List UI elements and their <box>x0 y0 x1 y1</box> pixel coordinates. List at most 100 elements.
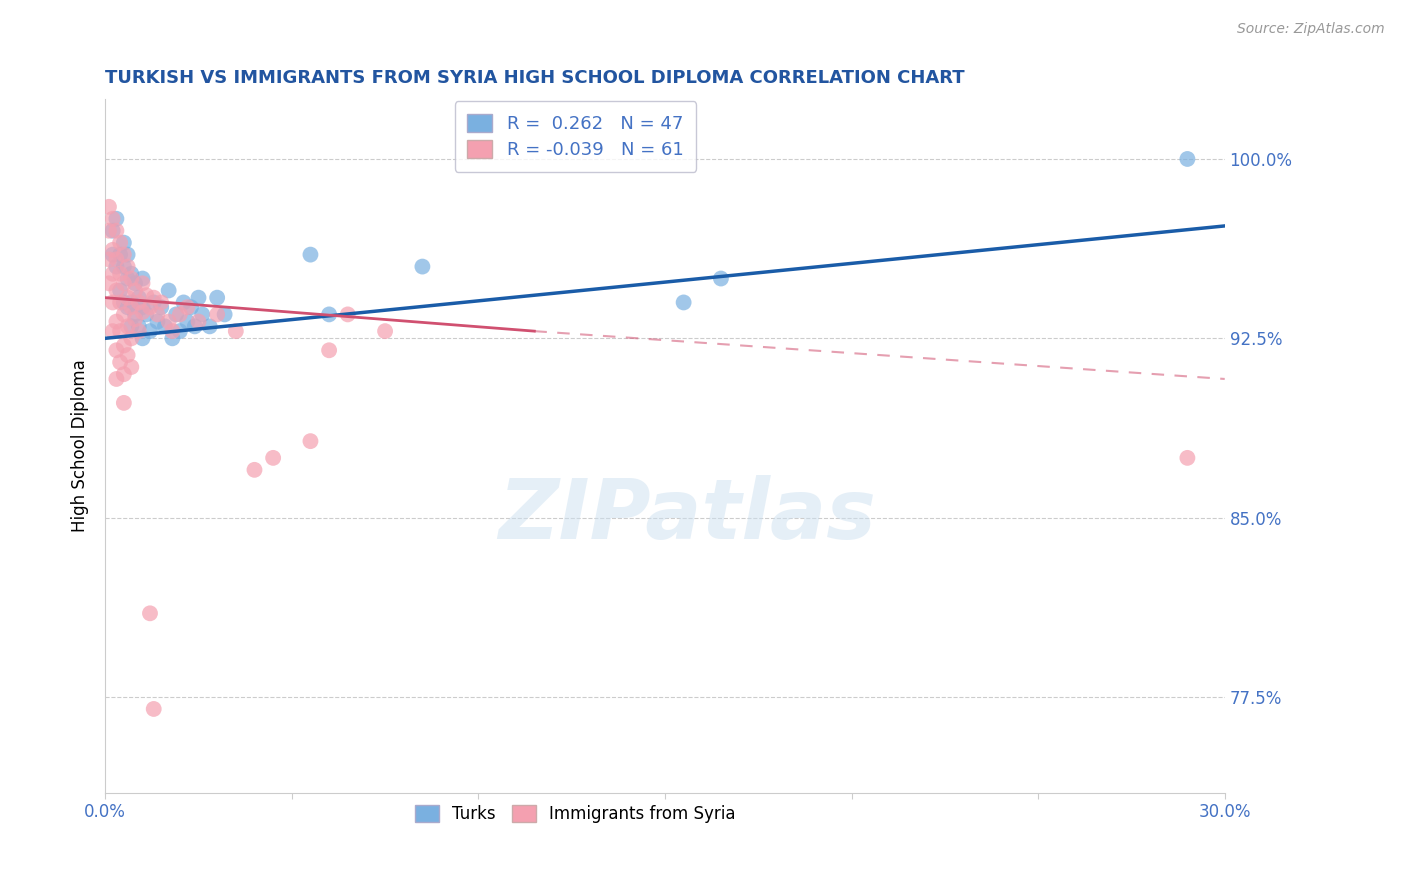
Point <box>108 235 131 250</box>
Point <box>131 271 153 285</box>
Point <box>131 331 153 345</box>
Point <box>117 271 139 285</box>
Point <box>101 324 124 338</box>
Point <box>97 200 120 214</box>
Point <box>128 324 150 338</box>
Point <box>120 331 142 345</box>
Point <box>117 348 139 362</box>
Point <box>124 312 146 326</box>
Point <box>105 372 128 386</box>
Point <box>142 295 165 310</box>
Point <box>191 307 214 321</box>
Point <box>128 319 150 334</box>
Point <box>105 224 128 238</box>
Point <box>710 271 733 285</box>
Point <box>112 247 135 261</box>
Point <box>108 295 131 310</box>
Text: ZIPatlas: ZIPatlas <box>498 475 876 556</box>
Point <box>97 277 120 291</box>
Point <box>139 300 162 314</box>
Point <box>411 260 433 274</box>
Point <box>105 211 128 226</box>
Point <box>108 355 131 369</box>
Point <box>112 235 135 250</box>
Point <box>112 295 135 310</box>
Point <box>135 307 157 321</box>
Point <box>180 300 202 314</box>
Point <box>117 319 139 334</box>
Point <box>150 295 173 310</box>
Point <box>169 307 191 321</box>
Point <box>124 277 146 291</box>
Point <box>157 315 180 329</box>
Y-axis label: High School Diploma: High School Diploma <box>72 359 89 533</box>
Point <box>112 307 135 321</box>
Point <box>108 324 131 338</box>
Point <box>318 343 340 358</box>
Point <box>169 324 191 338</box>
Point <box>120 295 142 310</box>
Point <box>120 271 142 285</box>
Point <box>112 396 135 410</box>
Point <box>124 284 146 298</box>
Point <box>112 277 135 291</box>
Point <box>120 359 142 374</box>
Point <box>672 295 695 310</box>
Point <box>299 247 322 261</box>
Point <box>112 367 135 381</box>
Legend: Turks, Immigrants from Syria: Turks, Immigrants from Syria <box>405 795 745 833</box>
Point <box>336 307 359 321</box>
Point <box>225 324 247 338</box>
Point <box>97 252 120 267</box>
Point <box>374 324 396 338</box>
Point <box>101 247 124 261</box>
Point <box>105 343 128 358</box>
Point <box>131 300 153 314</box>
Point <box>131 277 153 291</box>
Point <box>105 315 128 329</box>
Point <box>128 295 150 310</box>
Point <box>117 247 139 261</box>
Point <box>165 307 187 321</box>
Point <box>117 291 139 305</box>
Point <box>117 260 139 274</box>
Point <box>162 331 184 345</box>
Point <box>105 252 128 267</box>
Point <box>173 295 195 310</box>
Point <box>135 288 157 302</box>
Point <box>187 291 209 305</box>
Point <box>146 315 169 329</box>
Point <box>176 315 198 329</box>
Point <box>318 307 340 321</box>
Point <box>142 702 165 716</box>
Point <box>162 324 184 338</box>
Point <box>205 307 228 321</box>
Point <box>120 267 142 281</box>
Point <box>187 315 209 329</box>
Point <box>299 434 322 449</box>
Point <box>101 211 124 226</box>
Point <box>184 319 207 334</box>
Point <box>139 324 162 338</box>
Point <box>1177 450 1199 465</box>
Point <box>105 260 128 274</box>
Point <box>214 307 236 321</box>
Point <box>150 300 173 314</box>
Point <box>108 267 131 281</box>
Point <box>262 450 284 465</box>
Point <box>198 319 221 334</box>
Text: TURKISH VS IMMIGRANTS FROM SYRIA HIGH SCHOOL DIPLOMA CORRELATION CHART: TURKISH VS IMMIGRANTS FROM SYRIA HIGH SC… <box>105 69 965 87</box>
Point <box>101 295 124 310</box>
Point <box>157 284 180 298</box>
Point <box>120 319 142 334</box>
Point <box>97 224 120 238</box>
Point <box>101 224 124 238</box>
Point <box>153 319 176 334</box>
Point <box>139 607 162 621</box>
Point <box>128 291 150 305</box>
Point <box>131 305 153 319</box>
Point <box>176 300 198 314</box>
Point <box>112 338 135 352</box>
Point <box>105 284 128 298</box>
Point <box>108 284 131 298</box>
